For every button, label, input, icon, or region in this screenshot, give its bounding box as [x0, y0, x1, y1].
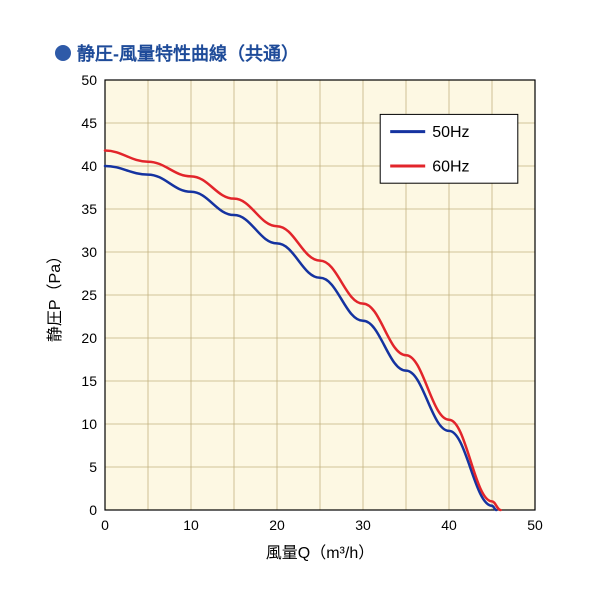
svg-text:10: 10: [81, 416, 97, 432]
svg-text:10: 10: [183, 517, 199, 533]
svg-text:35: 35: [81, 201, 97, 217]
svg-text:60Hz: 60Hz: [432, 159, 469, 176]
svg-text:40: 40: [81, 158, 97, 174]
svg-text:30: 30: [355, 517, 371, 533]
svg-text:50: 50: [81, 72, 97, 88]
svg-text:15: 15: [81, 373, 97, 389]
svg-text:20: 20: [81, 330, 97, 346]
svg-text:0: 0: [101, 517, 109, 533]
chart-canvas: 0 10 20 30 40 50 0 5 10 15 20 25 30 35 40 45 50 風量Q（m³/h）…: [0, 0, 600, 600]
svg-text:40: 40: [441, 517, 457, 533]
svg-text:風量Q（m³/h）: 風量Q（m³/h）: [266, 544, 374, 562]
svg-text:静圧P（Pa）: 静圧P（Pa）: [46, 248, 64, 342]
svg-text:20: 20: [269, 517, 285, 533]
svg-text:50Hz: 50Hz: [432, 124, 469, 141]
svg-text:25: 25: [81, 287, 97, 303]
svg-text:0: 0: [89, 502, 97, 518]
svg-text:50: 50: [527, 517, 543, 533]
svg-text:30: 30: [81, 244, 97, 260]
svg-text:5: 5: [89, 459, 97, 475]
svg-text:45: 45: [81, 115, 97, 131]
